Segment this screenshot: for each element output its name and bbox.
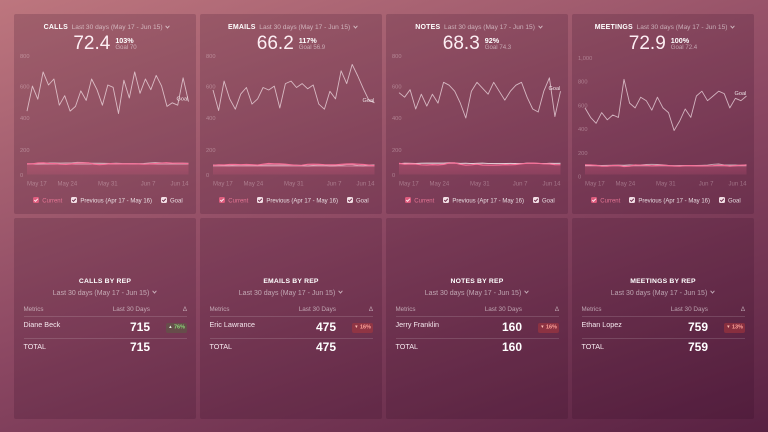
svg-text:800: 800 bbox=[392, 54, 402, 60]
svg-text:Jun 14: Jun 14 bbox=[356, 181, 375, 187]
svg-text:600: 600 bbox=[206, 84, 216, 90]
svg-text:200: 200 bbox=[578, 150, 588, 156]
svg-text:Goal: Goal bbox=[735, 91, 747, 97]
svg-text:Goal: Goal bbox=[363, 97, 375, 103]
svg-text:Jun 14: Jun 14 bbox=[728, 181, 747, 187]
svg-text:600: 600 bbox=[20, 84, 30, 90]
svg-text:May 17: May 17 bbox=[585, 181, 605, 187]
svg-text:Jun 7: Jun 7 bbox=[141, 181, 156, 187]
svg-text:May 31: May 31 bbox=[656, 181, 676, 187]
svg-text:200: 200 bbox=[206, 147, 216, 153]
svg-text:May 24: May 24 bbox=[58, 181, 78, 187]
svg-text:Goal: Goal bbox=[177, 96, 189, 102]
svg-text:0: 0 bbox=[206, 173, 209, 179]
svg-text:May 31: May 31 bbox=[284, 181, 304, 187]
svg-text:400: 400 bbox=[206, 116, 216, 122]
svg-text:800: 800 bbox=[20, 54, 30, 60]
svg-text:Jun 7: Jun 7 bbox=[699, 181, 714, 187]
svg-text:Jun 14: Jun 14 bbox=[170, 181, 189, 187]
svg-text:1,000: 1,000 bbox=[578, 56, 592, 62]
svg-text:May 24: May 24 bbox=[616, 181, 636, 187]
svg-text:400: 400 bbox=[392, 116, 402, 122]
svg-text:0: 0 bbox=[578, 174, 581, 180]
svg-text:800: 800 bbox=[206, 54, 216, 60]
svg-text:200: 200 bbox=[20, 147, 30, 153]
svg-text:Jun 7: Jun 7 bbox=[327, 181, 342, 187]
svg-text:Jun 7: Jun 7 bbox=[513, 181, 528, 187]
svg-text:800: 800 bbox=[578, 79, 588, 85]
svg-text:200: 200 bbox=[392, 147, 402, 153]
svg-text:Jun 14: Jun 14 bbox=[542, 181, 561, 187]
svg-text:May 17: May 17 bbox=[399, 181, 419, 187]
svg-text:0: 0 bbox=[392, 173, 395, 179]
svg-text:May 31: May 31 bbox=[470, 181, 490, 187]
svg-text:May 17: May 17 bbox=[27, 181, 47, 187]
svg-text:600: 600 bbox=[578, 103, 588, 109]
svg-text:May 31: May 31 bbox=[98, 181, 118, 187]
svg-text:May 24: May 24 bbox=[430, 181, 450, 187]
svg-text:400: 400 bbox=[20, 116, 30, 122]
svg-text:Goal: Goal bbox=[549, 86, 561, 92]
svg-text:May 17: May 17 bbox=[213, 181, 233, 187]
svg-text:0: 0 bbox=[20, 173, 23, 179]
svg-text:May 24: May 24 bbox=[244, 181, 264, 187]
svg-text:400: 400 bbox=[578, 127, 588, 133]
svg-text:600: 600 bbox=[392, 84, 402, 90]
